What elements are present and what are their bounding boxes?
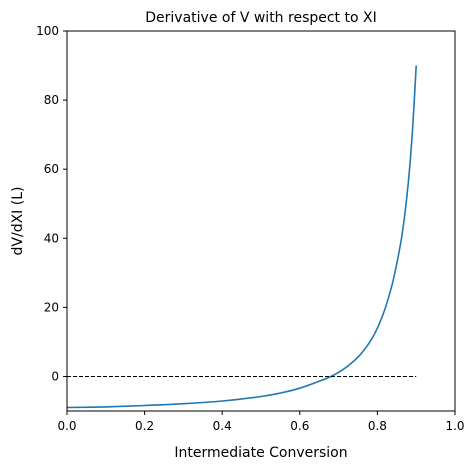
x-tick-label: 0.0	[57, 419, 76, 433]
y-tick-label: 0	[51, 369, 59, 383]
y-axis: 0 20 40 60 80 100	[36, 24, 67, 383]
x-tick-label: 1.0	[445, 419, 464, 433]
x-tick-label: 0.4	[213, 419, 232, 433]
x-axis-label: Intermediate Conversion	[174, 445, 347, 461]
x-tick-label: 0.2	[135, 419, 154, 433]
plot-area	[66, 65, 417, 409]
x-axis: 0.0 0.2 0.4 0.6 0.8 1.0	[57, 411, 465, 433]
series-line-dv-dxi	[66, 65, 417, 409]
y-tick-label: 80	[44, 93, 59, 107]
y-tick-label: 20	[44, 300, 59, 314]
x-tick-label: 0.6	[290, 419, 309, 433]
y-axis-label: dV/dXI (L)	[10, 187, 26, 256]
chart-title: Derivative of V with respect to XI	[145, 10, 376, 26]
y-tick-label: 40	[44, 231, 59, 245]
y-tick-label: 100	[36, 24, 59, 38]
plot-frame	[66, 30, 456, 412]
x-tick-label: 0.8	[368, 419, 387, 433]
y-tick-label: 60	[44, 162, 59, 176]
